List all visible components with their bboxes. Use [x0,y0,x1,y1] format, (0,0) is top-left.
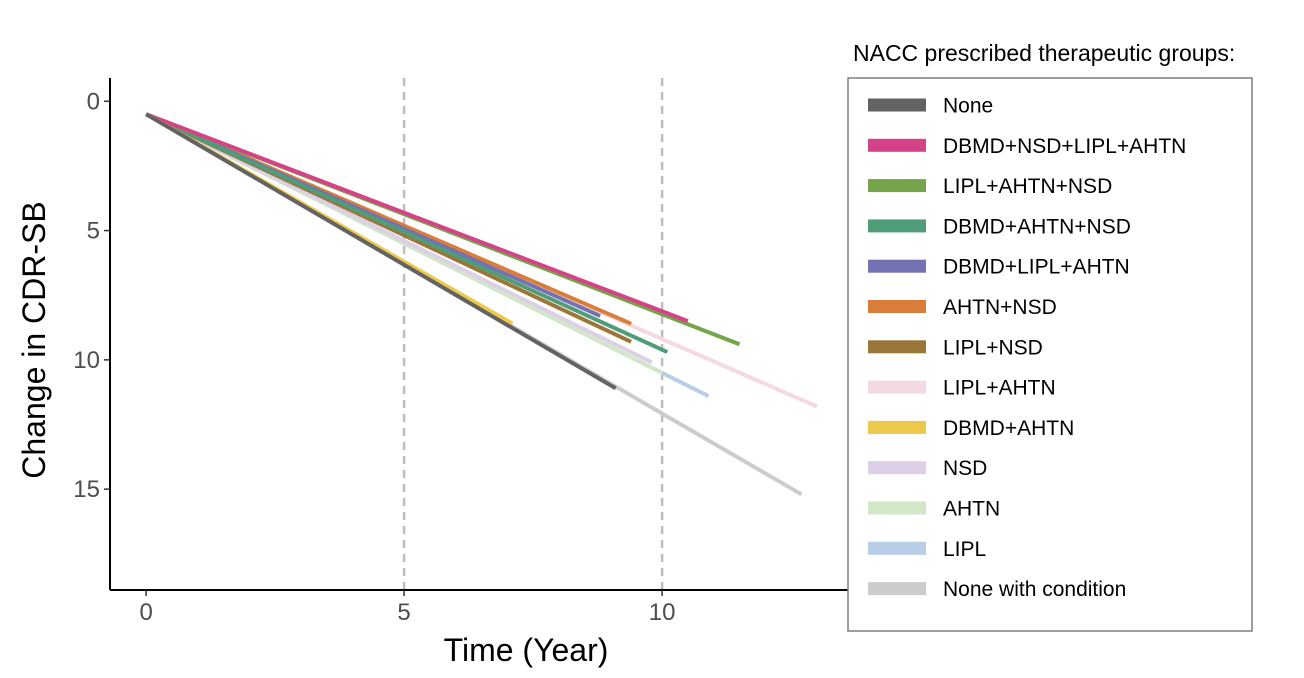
legend-swatch-dbmd-lipl-ahtn [868,259,926,273]
legend-label-lipl-nsd: LIPL+NSD [943,336,1043,359]
legend-swatch-none-with-condition [868,582,926,596]
legend-label-none: None [943,95,993,118]
legend-swatch-ahtn [868,501,926,515]
legend-label-none-with-condition: None with condition [943,578,1126,601]
x-tick-label: 5 [397,599,410,626]
legend-label-ahtn-nsd: AHTN+NSD [943,296,1057,319]
y-axis-title: Change in CDR-SB [16,201,52,478]
legend-label-dbmd-ahtn-nsd: DBMD+AHTN+NSD [943,215,1131,238]
legend-swatch-lipl-nsd [868,340,926,354]
legend-swatch-ahtn-nsd [868,300,926,313]
legend-swatch-none [868,98,926,112]
series-line-dbmd-ahtn-nsd [145,112,669,354]
reference-lines [402,78,664,590]
legend-swatch-lipl-ahtn-nsd [868,179,926,193]
y-tick-label: 0 [87,88,100,115]
series-line-none [145,112,617,391]
y-tick-label: 10 [73,347,100,374]
y-ticks: 0 5 10 15 [73,88,110,503]
legend-label-ahtn: AHTN [943,498,1000,521]
legend: NACC prescribed therapeutic groups: None… [847,40,1253,632]
legend-swatch-dbmd-ahtn [868,420,926,434]
x-ticks: 0 5 10 [139,590,675,626]
legend-label-dbmd-nsd-lipl-ahtn: DBMD+NSD+LIPL+AHTN [943,135,1186,158]
legend-box [847,77,1253,632]
legend-label-dbmd-ahtn: DBMD+AHTN [943,417,1074,440]
legend-swatch-nsd [868,461,926,475]
legend-label-nsd: NSD [943,457,987,480]
legend-label-dbmd-lipl-ahtn: DBMD+LIPL+AHTN [943,256,1130,279]
legend-label-lipl-ahtn-nsd: LIPL+AHTN+NSD [943,175,1112,198]
legend-title: NACC prescribed therapeutic groups: [853,40,1235,66]
x-axis-title: Time (Year) [444,632,609,668]
legend-items: None DBMD+NSD+LIPL+AHTN LIPL+AHTN+NSD DBMD+… [868,95,1186,601]
y-tick-label: 15 [73,476,100,503]
legend-label-lipl: LIPL [943,538,986,561]
legend-label-lipl-ahtn: LIPL+AHTN [943,377,1056,400]
legend-swatch-lipl [868,541,926,555]
series-lines [145,112,818,497]
legend-swatch-lipl-ahtn [868,380,926,394]
x-tick-label: 0 [139,599,152,626]
series-line-dbmd-nsd-lipl-ahtn [145,112,689,323]
x-tick-label: 10 [649,599,676,626]
legend-swatch-dbmd-nsd-lipl-ahtn [868,138,926,152]
legend-swatch-dbmd-ahtn-nsd [868,219,926,233]
y-tick-label: 5 [87,218,100,245]
